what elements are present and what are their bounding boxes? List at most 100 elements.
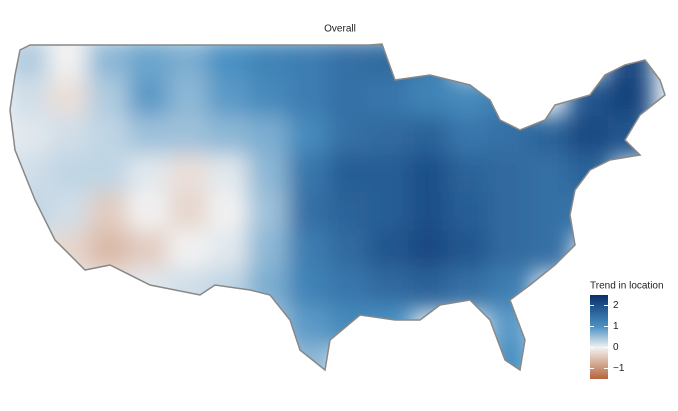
colorbar	[590, 295, 608, 379]
heat-cell	[248, 154, 292, 196]
heat-cell	[488, 154, 532, 196]
heat-cell	[248, 268, 292, 310]
heat-cell	[48, 116, 92, 158]
heat-cell	[368, 116, 412, 158]
heat-cell	[88, 268, 132, 310]
heat-cell	[408, 230, 452, 272]
heat-cell	[328, 116, 372, 158]
heat-cell	[408, 154, 452, 196]
heat-cell	[128, 116, 172, 158]
legend-title: Trend in location	[590, 281, 664, 292]
heat-cell	[248, 44, 292, 82]
heat-cell	[448, 268, 492, 310]
heat-cell	[328, 268, 372, 310]
heat-cell	[368, 154, 412, 196]
heat-cell	[168, 154, 212, 196]
heat-cell	[488, 230, 532, 272]
heat-cell	[368, 192, 412, 234]
heat-cell	[208, 78, 252, 120]
heat-cell	[128, 154, 172, 196]
colorbar-ticks: 2 1 0 −1	[590, 300, 625, 374]
heat-cell	[248, 78, 292, 120]
heat-cell	[248, 230, 292, 272]
heat-cell	[288, 154, 332, 196]
heat-cell	[488, 116, 532, 158]
heat-cell	[528, 154, 572, 196]
heat-cell	[128, 268, 172, 310]
heat-cell	[488, 344, 532, 370]
heat-cell	[288, 44, 332, 82]
heat-cell	[168, 44, 212, 82]
heat-cell	[48, 192, 92, 234]
heat-cell	[608, 78, 652, 120]
heat-cell	[448, 116, 492, 158]
heat-cell	[288, 230, 332, 272]
heat-cell	[568, 116, 612, 158]
heat-cell	[48, 230, 92, 272]
heat-cell	[408, 192, 452, 234]
heat-cell	[408, 268, 452, 310]
heat-cell	[328, 154, 372, 196]
heat-cell	[568, 192, 612, 234]
heat-cell	[288, 192, 332, 234]
heat-cell	[448, 192, 492, 234]
heat-cell	[368, 44, 412, 82]
heat-cell	[488, 78, 532, 120]
colorbar-tick-label: 1	[613, 321, 619, 332]
heat-cell	[48, 154, 92, 196]
heat-cell	[168, 268, 212, 310]
heat-cell	[10, 154, 52, 196]
heat-cell	[248, 116, 292, 158]
heat-cell	[288, 78, 332, 120]
heat-cell	[88, 116, 132, 158]
heat-cell	[208, 230, 252, 272]
heat-cell	[328, 44, 372, 82]
heat-cell	[448, 230, 492, 272]
heat-cell	[10, 192, 52, 234]
heat-cell	[288, 268, 332, 310]
heat-cell	[368, 306, 412, 348]
heat-cell	[528, 230, 572, 272]
colorbar-tick-label: 0	[613, 342, 619, 353]
heat-cell	[88, 192, 132, 234]
heat-cell	[488, 192, 532, 234]
heat-cell	[208, 116, 252, 158]
heat-cells	[10, 44, 652, 370]
heat-cell	[48, 44, 92, 82]
colorbar-tick-label: 2	[613, 300, 619, 311]
heat-cell	[168, 230, 212, 272]
heat-cell	[608, 116, 652, 158]
heat-cell	[128, 230, 172, 272]
colorbar-tick-label: −1	[613, 363, 625, 374]
heat-cell	[168, 78, 212, 120]
heat-cell	[128, 192, 172, 234]
heat-cell	[208, 44, 252, 82]
heat-cell	[328, 230, 372, 272]
heat-cell	[248, 192, 292, 234]
heat-cell	[528, 116, 572, 158]
heat-cell	[48, 78, 92, 120]
heat-cell	[328, 306, 372, 348]
heat-cell	[128, 44, 172, 82]
heat-cell	[368, 268, 412, 310]
heat-cell	[528, 192, 572, 234]
heat-cell	[288, 116, 332, 158]
heat-cell	[208, 192, 252, 234]
heat-cell	[10, 116, 52, 158]
heat-cell	[368, 78, 412, 120]
heat-cell	[88, 78, 132, 120]
heat-cell	[88, 154, 132, 196]
heat-cell	[328, 78, 372, 120]
heat-cell	[288, 306, 332, 348]
heat-cell	[328, 192, 372, 234]
heat-cell	[408, 116, 452, 158]
heat-cell	[168, 116, 212, 158]
heat-cell	[208, 306, 252, 348]
heat-cell	[10, 78, 52, 120]
heat-cell	[208, 154, 252, 196]
heat-cell	[168, 192, 212, 234]
heat-cell	[408, 78, 452, 120]
chart-title: Overall	[324, 24, 356, 35]
